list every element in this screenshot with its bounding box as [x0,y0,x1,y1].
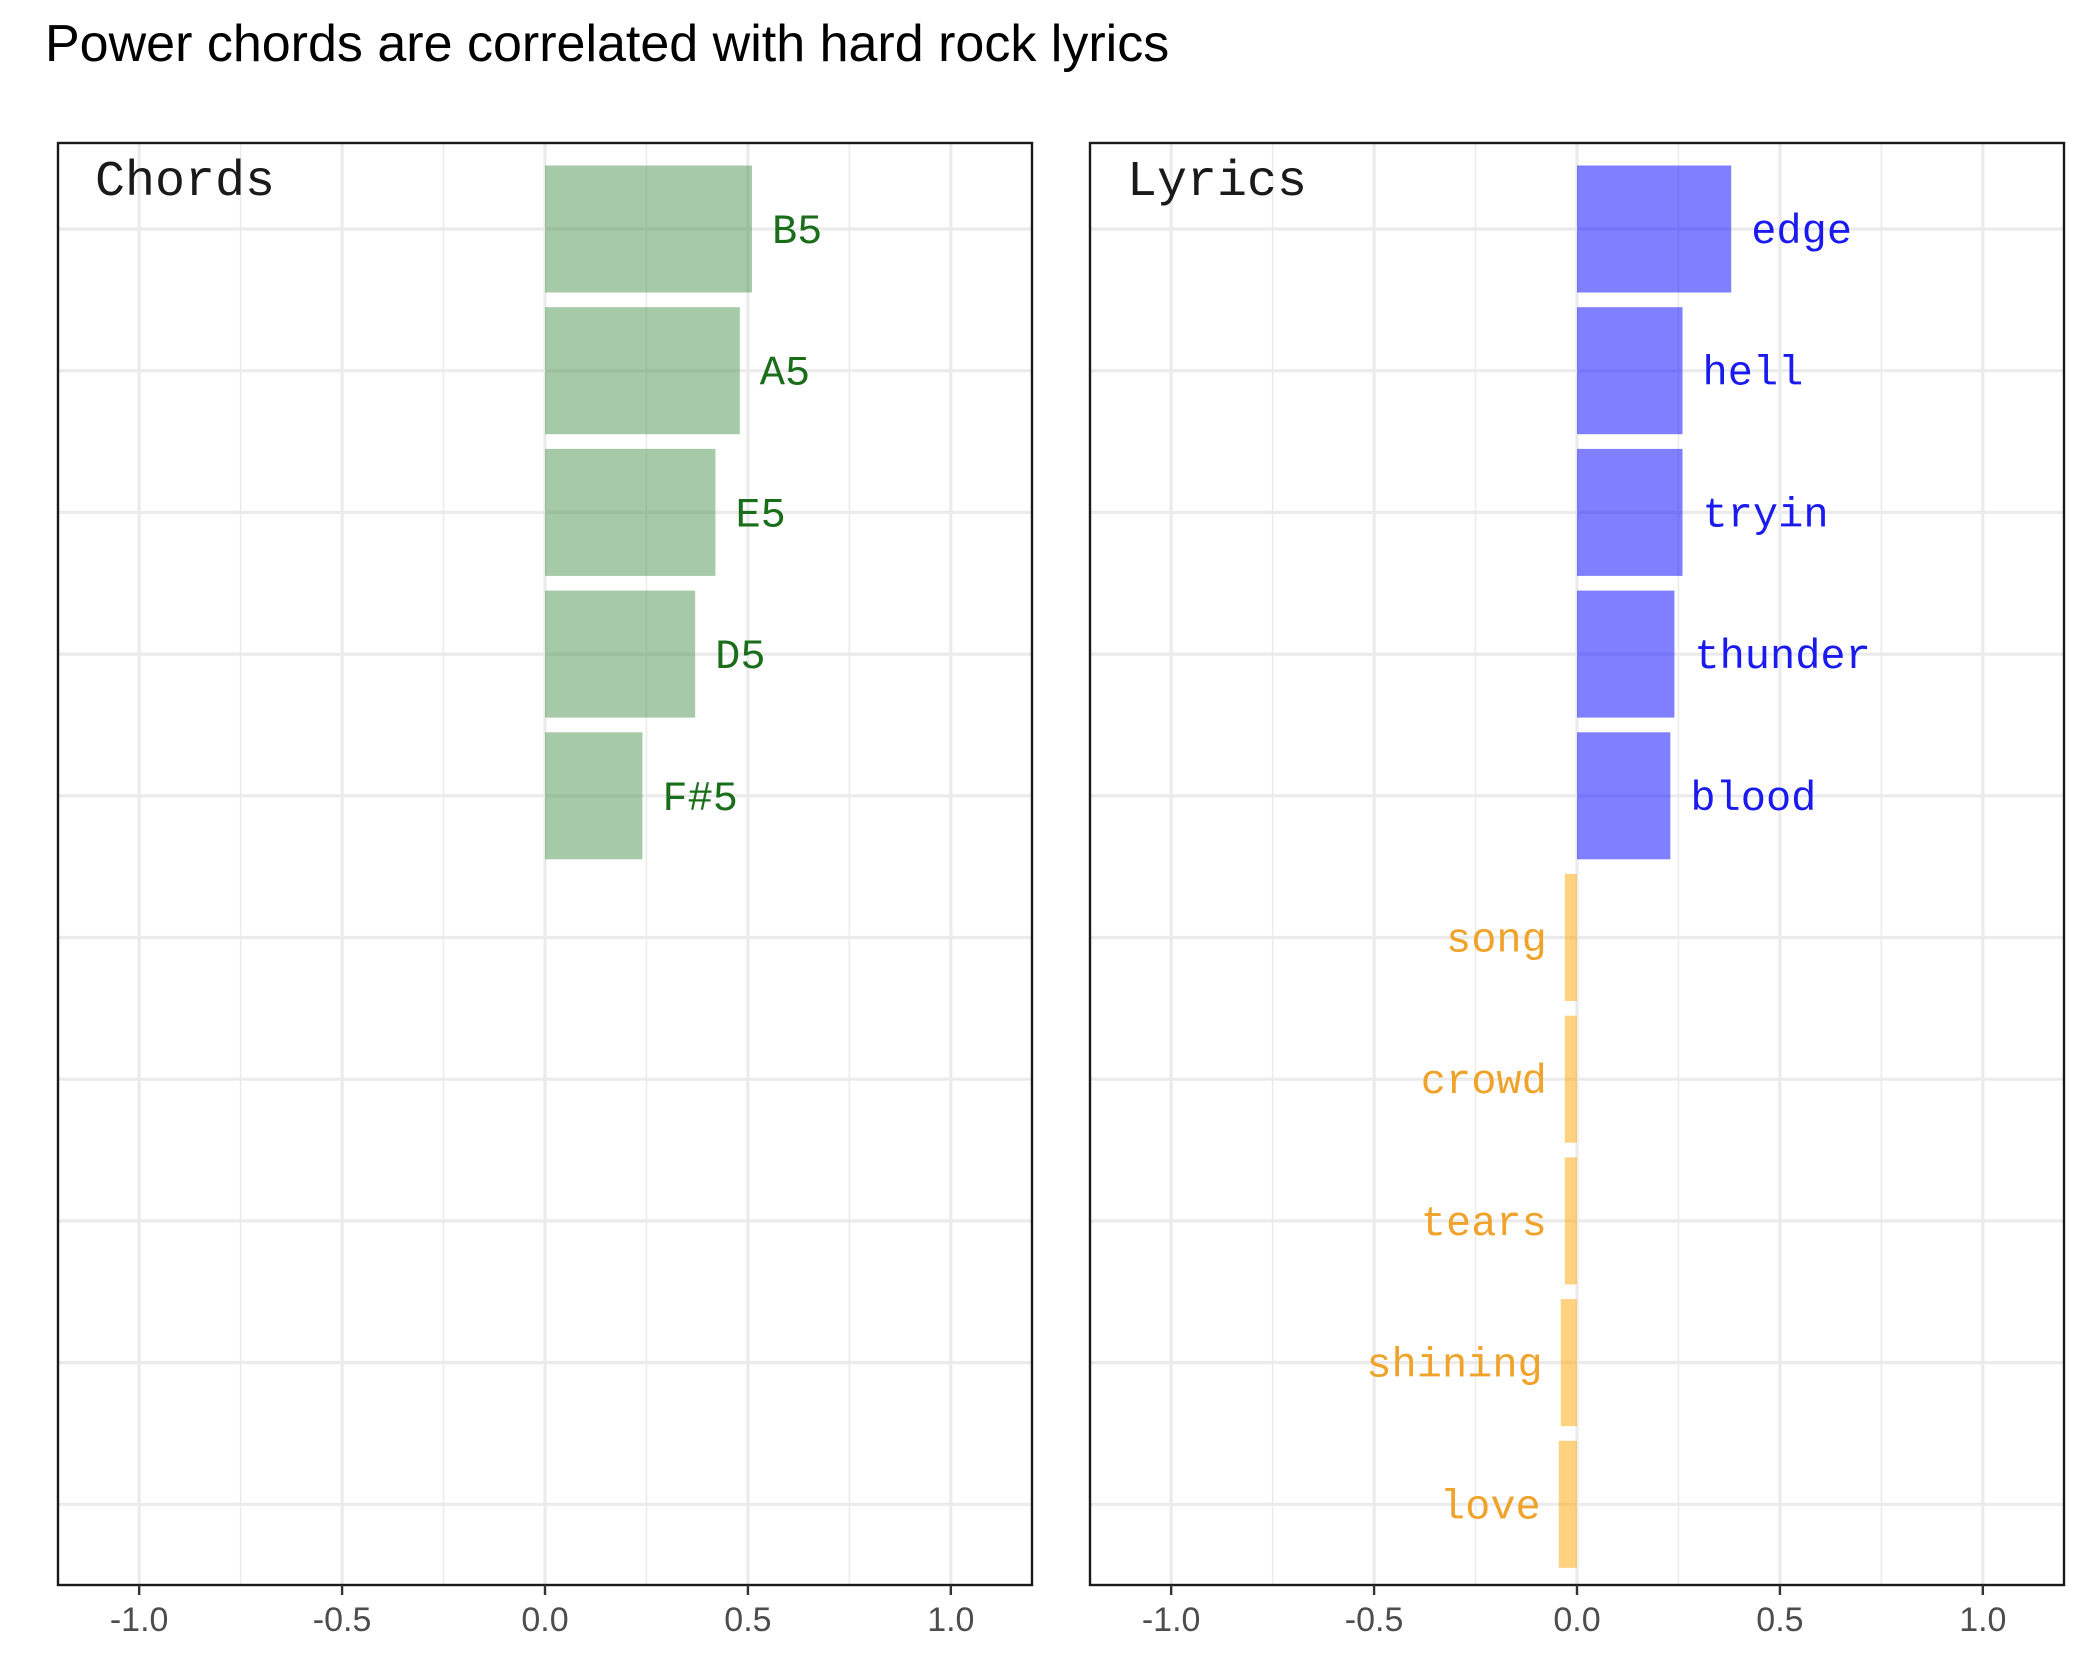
chords-x-tick-label: -1.0 [110,1601,169,1639]
chords-x-tick-label: -0.5 [313,1601,372,1639]
lyrics-x-tick-label: 1.0 [1959,1601,2006,1639]
lyrics-bar-label: shining [1366,1342,1542,1390]
panel-lyrics: edge hell tryin thunder blood song crowd tears s… [1088,141,2066,1639]
lyrics-x-tick-label: -1.0 [1142,1601,1201,1639]
panel-chords: B5 A5 E5 D5 F#5 Chords -1.0 -0.5 0.0 0.5 1.0 [56,141,1034,1639]
chords-bar-d5 [545,590,696,718]
chords-bar-a5 [545,307,740,435]
lyrics-bar-label: tears [1421,1200,1547,1248]
lyrics-bar-song [1564,874,1577,1001]
lyrics-bar-blood [1577,732,1671,860]
chords-bar-label: A5 [760,350,810,398]
lyrics-bar-crowd [1564,1015,1577,1143]
lyrics-bar-label: edge [1751,208,1852,256]
chords-bar-label: B5 [772,208,822,256]
lyrics-bar-label: crowd [1421,1058,1547,1106]
chords-x-tick-label: 0.0 [521,1601,568,1639]
chords-x-tick-label: 1.0 [927,1601,974,1639]
lyrics-x-tick-label: 0.5 [1756,1601,1803,1639]
chords-bar-label: F#5 [662,775,738,823]
lyrics-x-tick-label: 0.0 [1553,1601,1600,1639]
lyrics-bar-tryin [1577,448,1683,576]
lyrics-bar-label: tryin [1703,491,1829,539]
lyrics-bar-thunder [1577,590,1675,718]
lyrics-bar-label: blood [1690,775,1816,823]
chords-bar-label: E5 [735,491,785,539]
lyrics-bar-label: love [1440,1483,1541,1531]
lyrics-bar-edge [1577,165,1732,293]
chords-bar-b5 [545,165,752,293]
lyrics-bar-label: thunder [1694,633,1870,681]
lyrics-bar-tears [1564,1157,1577,1285]
chart-title: Power chords are correlated with hard ro… [45,15,1169,73]
lyrics-bar-hell [1577,307,1683,435]
chords-x-tick-label: 0.5 [724,1601,771,1639]
chords-bar-e5 [545,448,716,576]
lyrics-bar-label: hell [1703,350,1804,398]
chords-panel-label: Chords [95,154,275,211]
lyrics-bar-label: song [1446,917,1547,965]
lyrics-panel-label: Lyrics [1127,154,1307,211]
lyrics-bar-shining [1560,1299,1577,1427]
chords-bar-fsharp5 [545,732,643,860]
lyrics-x-tick-label: -0.5 [1345,1601,1404,1639]
lyrics-bar-love [1558,1440,1577,1568]
chords-bar-label: D5 [715,633,765,681]
